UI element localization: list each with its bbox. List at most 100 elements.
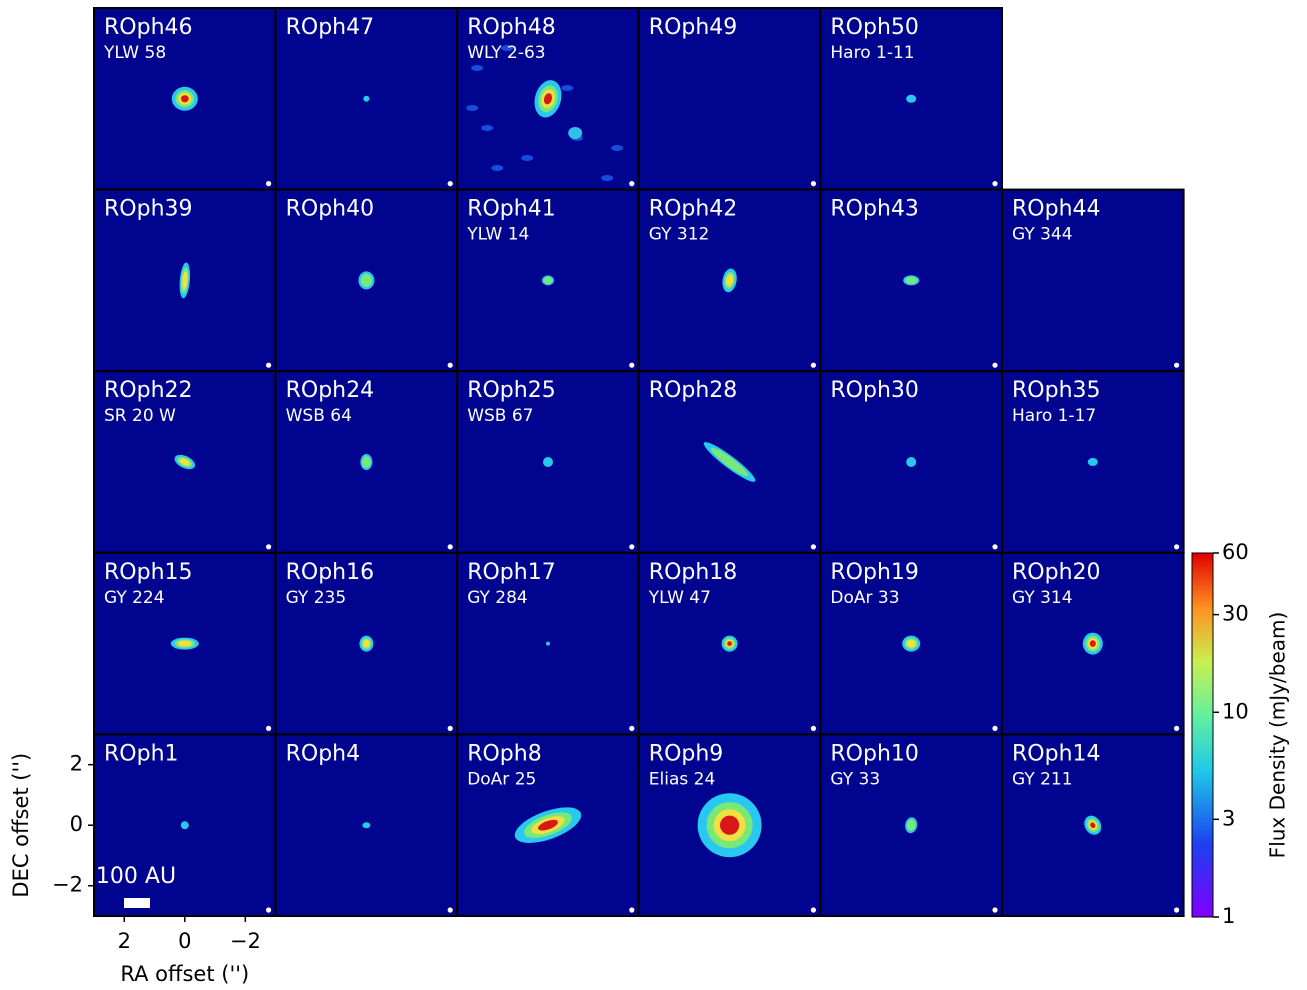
beam [992, 181, 998, 187]
source-emission [180, 95, 189, 103]
beam [1174, 362, 1180, 368]
source-emission [906, 639, 916, 648]
emission-noise [481, 125, 494, 131]
beam [810, 907, 817, 913]
panel-image [637, 7, 822, 191]
colorbar-tick-label: 1 [1222, 904, 1235, 928]
panel: ROph48 WLY 2-63 [456, 7, 640, 191]
source-emission [362, 639, 370, 648]
emission-noise [611, 145, 624, 151]
beam [810, 362, 817, 368]
emission-noise [491, 165, 504, 171]
source-name: ROph25 [467, 378, 556, 403]
source-emission [1089, 640, 1096, 647]
source-name: ROph49 [649, 15, 738, 40]
source-emission [362, 822, 371, 829]
panel: ROph17 GY 284 [456, 551, 640, 736]
source-alias: GY 211 [1012, 769, 1073, 789]
panel: ROph16 GY 235 [274, 551, 459, 736]
beam [810, 725, 817, 732]
x-tick-label: −2 [230, 929, 261, 953]
panel-image [1001, 188, 1185, 373]
y-tick-label: −2 [52, 873, 83, 897]
beam [629, 181, 635, 187]
source-name: ROph40 [286, 197, 375, 222]
source-alias: Elias 24 [649, 769, 716, 789]
source-emission [538, 819, 558, 831]
source-name: ROph24 [286, 378, 375, 403]
source-name: ROph48 [467, 15, 556, 40]
source-alias: Haro 1-11 [830, 43, 914, 63]
beam [810, 181, 817, 187]
source-alias: GY 33 [830, 769, 880, 789]
source-emission [362, 456, 371, 468]
panel: ROph39 [93, 188, 277, 373]
source-emission [1087, 458, 1098, 466]
source-emission [727, 641, 732, 646]
source-alias: SR 20 W [104, 406, 176, 426]
panel: ROph35 Haro 1-17 [1001, 370, 1185, 554]
beam [447, 907, 453, 913]
beam [1174, 725, 1180, 732]
source-emission [906, 94, 917, 103]
scale-bar-label: 100 AU [96, 864, 176, 889]
source-name: ROph50 [830, 15, 919, 40]
source-name: ROph16 [286, 560, 375, 585]
source-alias: WSB 67 [467, 406, 533, 426]
colorbar-tick-label: 10 [1222, 699, 1249, 723]
panel: ROph18 YLW 47 [637, 551, 822, 736]
source-name: ROph35 [1012, 378, 1101, 403]
panel: ROph44 GY 344 [1001, 188, 1185, 373]
source-alias: DoAr 33 [830, 588, 899, 608]
beam [1174, 907, 1180, 913]
source-emission [182, 271, 188, 290]
emission-noise [521, 155, 534, 161]
source-name: ROph17 [467, 560, 556, 585]
source-alias: YLW 47 [648, 588, 711, 608]
source-emission [720, 815, 740, 835]
source-name: ROph20 [1012, 560, 1101, 585]
beam [266, 907, 272, 913]
source-emission [363, 95, 370, 102]
beam [266, 725, 272, 732]
beam [629, 725, 635, 732]
source-alias: GY 224 [104, 588, 165, 608]
scale-bar [124, 898, 150, 908]
source-emission [180, 821, 189, 830]
colorbar [1191, 552, 1214, 918]
source-alias: GY 344 [1012, 225, 1073, 245]
beam [266, 544, 272, 550]
beam [447, 725, 453, 732]
panel: ROph24 WSB 64 [274, 370, 459, 554]
source-name: ROph39 [104, 197, 193, 222]
colorbar-label: Flux Density (mJy/beam) [1266, 612, 1290, 859]
source-name: ROph19 [830, 560, 919, 585]
source-emission [543, 457, 553, 467]
panel: ROph19 DoAr 33 [819, 551, 1004, 736]
source-name: ROph14 [1012, 741, 1101, 766]
source-emission [177, 640, 192, 647]
source-alias: WSB 64 [286, 406, 352, 426]
panel: ROph46 YLW 58 [93, 7, 277, 191]
source-name: ROph28 [649, 378, 738, 403]
panel: ROph49 [637, 7, 822, 191]
panel: ROph47 [274, 7, 459, 191]
panel: ROph22 SR 20 W [93, 370, 277, 554]
panel: ROph20 GY 314 [1001, 551, 1185, 736]
source-name: ROph47 [286, 15, 375, 40]
panel: ROph14 GY 211 [1001, 733, 1185, 918]
source-name: ROph22 [104, 378, 193, 403]
source-emission [905, 276, 917, 284]
source-alias: WLY 2-63 [467, 43, 545, 63]
beam [629, 907, 635, 913]
panel: ROph43 [819, 188, 1004, 373]
panel: ROph40 [274, 188, 459, 373]
source-alias: GY 284 [467, 588, 528, 608]
colorbar-tick-label: 3 [1222, 806, 1235, 830]
beam [992, 725, 998, 732]
panel: ROph30 [819, 370, 1004, 554]
panel: ROph9 Elias 24 [637, 733, 822, 918]
source-name: ROph4 [286, 741, 361, 766]
source-name: ROph46 [104, 15, 193, 40]
